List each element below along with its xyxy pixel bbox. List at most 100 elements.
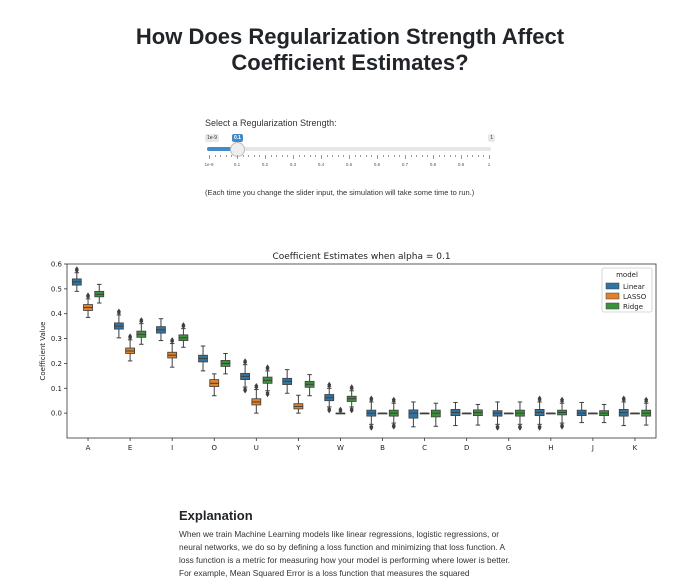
slider-tick-label: 0.6 xyxy=(373,162,381,167)
outlier-marker xyxy=(391,424,396,430)
outlier-marker xyxy=(517,425,522,431)
slider-minor-tick xyxy=(438,155,440,157)
slider-minor-tick xyxy=(231,155,233,157)
outlier-marker xyxy=(74,266,79,272)
x-tick-label: K xyxy=(633,444,638,452)
slider-fill xyxy=(207,147,237,151)
slider-tick-label: 0.1 xyxy=(233,162,241,167)
slider-tick-label: 0.7 xyxy=(401,162,409,167)
plot-frame xyxy=(66,263,657,439)
slider-minor-tick xyxy=(455,155,457,157)
simulation-note: (Each time you change the slider input, … xyxy=(205,188,475,197)
outlier-marker xyxy=(495,425,500,431)
slider-minor-tick xyxy=(220,155,222,157)
outlier-marker xyxy=(327,408,332,414)
slider-minor-tick xyxy=(477,155,479,157)
slider-minor-tick xyxy=(248,155,250,157)
slider-minor-tick xyxy=(214,155,216,157)
outlier-marker xyxy=(349,408,354,414)
slider-minor-tick xyxy=(337,155,339,157)
slider-major-tick xyxy=(433,155,434,159)
slider-major-tick xyxy=(321,155,322,159)
slider-minor-tick xyxy=(270,155,272,157)
slider-tick-label: 1 xyxy=(487,162,491,167)
slider-major-tick xyxy=(237,155,238,159)
slider-minor-tick xyxy=(315,155,317,157)
x-tick-label: I xyxy=(171,444,173,452)
outlier-marker xyxy=(327,381,332,387)
slider-tick-label: 0.3 xyxy=(289,162,297,167)
page-title-line-1: How Does Regularization Strength Affect xyxy=(135,24,565,49)
outlier-marker xyxy=(621,395,626,401)
slider-tick-label: 1e-9 xyxy=(204,162,214,167)
outlier-marker xyxy=(128,333,133,339)
slider-major-tick xyxy=(293,155,294,159)
legend-label-ridge: Ridge xyxy=(623,303,643,311)
slider-tick-label: 0.2 xyxy=(261,162,269,167)
outlier-marker xyxy=(560,424,565,430)
outlier-marker xyxy=(338,406,343,412)
explanation-heading: Explanation xyxy=(179,508,253,523)
slider-track[interactable] xyxy=(207,147,491,151)
slider-minor-tick xyxy=(253,155,255,157)
slider-minor-tick xyxy=(466,155,468,157)
slider-minor-tick xyxy=(326,155,328,157)
outlier-marker xyxy=(170,337,175,343)
outlier-marker xyxy=(560,396,565,402)
legend-label-lasso: LASSO xyxy=(623,293,647,301)
y-tick-label: 0.0 xyxy=(51,410,62,418)
x-tick-label: E xyxy=(128,444,132,452)
explanation-section: Explanation When we train Machine Learni… xyxy=(179,508,519,580)
outlier-marker xyxy=(86,292,91,298)
x-tick-label: D xyxy=(464,444,469,452)
x-tick-label: O xyxy=(211,444,217,452)
slider-major-tick xyxy=(461,155,462,159)
slider-minor-tick xyxy=(382,155,384,157)
outlier-marker xyxy=(254,383,259,389)
slider-tick-label: 0.8 xyxy=(429,162,437,167)
outlier-marker xyxy=(243,388,248,394)
slider-major-tick xyxy=(349,155,350,159)
legend-box xyxy=(601,267,653,313)
x-tick-label: H xyxy=(548,444,553,452)
legend-swatch-lasso xyxy=(605,292,620,300)
slider-minor-tick xyxy=(259,155,261,157)
x-tick-label: G xyxy=(506,444,511,452)
slider-min-label: 1e-9 xyxy=(205,134,220,142)
slider-minor-tick xyxy=(393,155,395,157)
slider-minor-tick xyxy=(287,155,289,157)
y-axis-label: Coefficient Value xyxy=(39,322,47,381)
x-tick-label: U xyxy=(254,444,259,452)
slider-minor-tick xyxy=(365,155,367,157)
outlier-marker xyxy=(537,395,542,401)
slider-major-tick xyxy=(209,155,210,159)
slider-minor-tick xyxy=(354,155,356,157)
page-title: How Does Regularization Strength Affect … xyxy=(0,24,700,76)
slider-major-tick xyxy=(265,155,266,159)
slider-minor-tick xyxy=(242,155,244,157)
slider-minor-tick xyxy=(298,155,300,157)
x-tick-label: J xyxy=(591,444,594,452)
slider-minor-tick xyxy=(427,155,429,157)
slider-tick-label: 0.9 xyxy=(457,162,465,167)
slider-minor-tick xyxy=(444,155,446,157)
slider-minor-tick xyxy=(281,155,283,157)
outlier-marker xyxy=(181,322,186,328)
outlier-marker xyxy=(139,317,144,323)
slider-tick-label: 0.5 xyxy=(345,162,353,167)
slider-minor-tick xyxy=(421,155,423,157)
box-linear xyxy=(408,409,419,419)
boxplot-chart: Coefficient Estimates when alpha = 0.1 Co… xyxy=(39,252,657,452)
x-tick-label: Y xyxy=(295,444,301,452)
slider-minor-tick xyxy=(360,155,362,157)
regularization-slider[interactable]: 1e-9 1 0.1 1e-9 0.1 0.2 0.3 0.4 0.5 0.6 0.7 0.8 0… xyxy=(204,134,495,174)
outlier-marker xyxy=(349,384,354,390)
explanation-paragraph: When we train Machine Learning models li… xyxy=(179,529,511,578)
page-title-line-2: Coefficient Estimates? xyxy=(231,50,469,75)
y-tick-label: 0.6 xyxy=(51,261,63,269)
slider-minor-tick xyxy=(332,155,334,157)
legend-swatch-linear xyxy=(605,282,620,290)
slider-minor-tick xyxy=(416,155,418,157)
x-tick-label: B xyxy=(380,444,385,452)
slider-minor-tick xyxy=(371,155,373,157)
